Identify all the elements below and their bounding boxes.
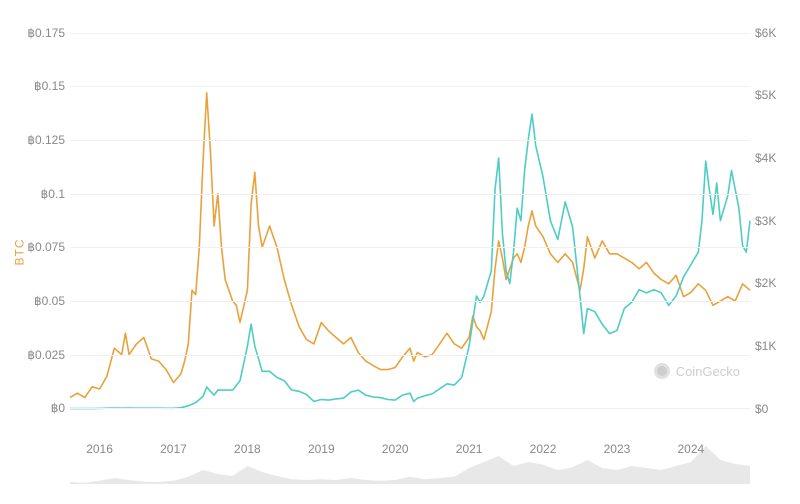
gridline	[70, 140, 750, 141]
y-tick-right: $2K	[755, 276, 795, 290]
gridline	[70, 33, 750, 34]
gridline	[70, 301, 750, 302]
x-tick: 2016	[86, 442, 113, 456]
gridline	[70, 408, 750, 409]
series-usd_price	[70, 114, 750, 409]
y-tick-right: $6K	[755, 26, 795, 40]
chart-svg	[70, 20, 750, 434]
y-tick-left: ฿0.025	[10, 348, 65, 362]
x-tick: 2018	[234, 442, 261, 456]
series-btc_ratio	[70, 93, 750, 398]
gridline	[70, 355, 750, 356]
y-tick-right: $1K	[755, 339, 795, 353]
watermark-text: CoinGecko	[676, 364, 740, 379]
x-tick: 2021	[456, 442, 483, 456]
gridline	[70, 194, 750, 195]
y-tick-left: ฿0.075	[10, 240, 65, 254]
y-tick-right: $0	[755, 402, 795, 416]
x-tick: 2020	[382, 442, 409, 456]
x-tick: 2019	[308, 442, 335, 456]
y-tick-left: ฿0.15	[10, 79, 65, 93]
y-tick-left: ฿0.125	[10, 133, 65, 147]
plot-area: CoinGecko ฿0฿0.025฿0.05฿0.075฿0.1฿0.125฿…	[70, 20, 750, 434]
y-tick-left: ฿0.05	[10, 294, 65, 308]
y-tick-right: $4K	[755, 151, 795, 165]
watermark: CoinGecko	[654, 363, 740, 379]
x-tick: 2023	[604, 442, 631, 456]
y-tick-left: ฿0.1	[10, 187, 65, 201]
gridline	[70, 86, 750, 87]
y-tick-right: $5K	[755, 88, 795, 102]
y-tick-left: ฿0.175	[10, 26, 65, 40]
y-tick-left: ฿0	[10, 401, 65, 415]
coingecko-icon	[654, 363, 670, 379]
x-tick: 2022	[530, 442, 557, 456]
x-tick: 2024	[678, 442, 705, 456]
x-tick: 2017	[160, 442, 187, 456]
gridline	[70, 247, 750, 248]
price-chart[interactable]: BTC CoinGecko ฿0฿0.025฿0.05฿0.075฿0.1฿0.…	[0, 0, 800, 504]
y-tick-right: $3K	[755, 214, 795, 228]
